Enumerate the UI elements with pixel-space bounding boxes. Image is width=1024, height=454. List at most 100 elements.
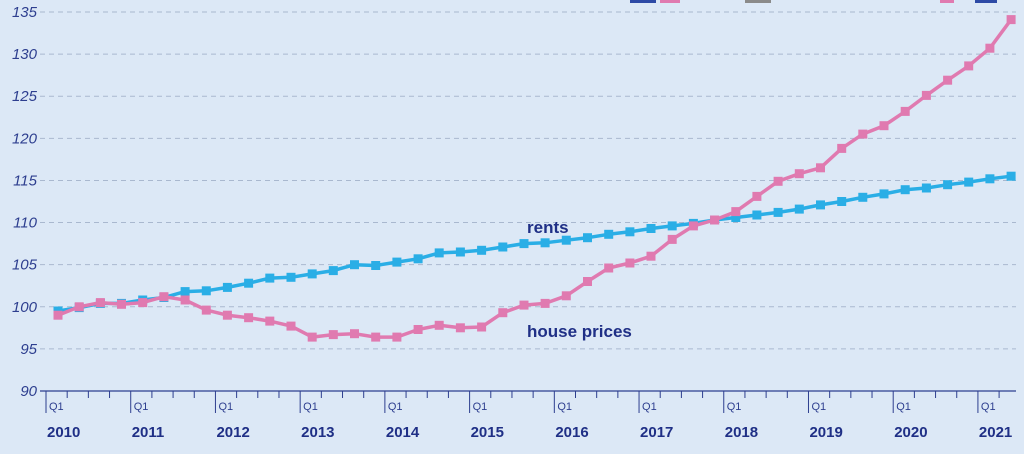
house-prices-marker	[455, 323, 465, 333]
rents-marker	[858, 192, 868, 202]
x-quarter-label: Q1	[727, 401, 742, 413]
x-quarter-label: Q1	[303, 401, 318, 413]
house-prices-marker	[244, 313, 254, 323]
rents-marker	[265, 273, 275, 283]
house-prices-marker	[837, 143, 847, 153]
legend-swatch	[660, 0, 680, 3]
rents-marker	[328, 266, 338, 276]
x-quarter-label: Q1	[49, 401, 64, 413]
house-prices-marker	[286, 321, 296, 331]
rents-series-label: rents	[527, 218, 569, 237]
house-prices-marker	[95, 298, 105, 308]
house-prices-marker	[688, 221, 698, 231]
house-prices-line	[57, 18, 1013, 339]
rents-marker	[371, 261, 381, 270]
x-year-label: 2012	[216, 424, 249, 441]
rents-marker	[879, 189, 889, 199]
rents-marker	[583, 233, 592, 243]
rents-marker	[943, 180, 953, 190]
rents-marker	[434, 248, 444, 258]
x-year-label: 2021	[979, 424, 1012, 441]
rents-marker	[561, 235, 571, 245]
rents-marker	[180, 287, 190, 297]
rents-marker	[773, 207, 783, 217]
house-prices-marker	[625, 258, 635, 268]
rents-marker	[222, 282, 232, 292]
house-prices-marker	[519, 300, 529, 310]
rents-marker	[498, 242, 508, 252]
series-house-prices	[53, 15, 1016, 342]
rents-marker	[392, 257, 402, 267]
house-prices-marker	[604, 263, 614, 273]
house-prices-marker	[265, 316, 275, 326]
house-prices-marker	[583, 277, 592, 286]
x-year-label: 2010	[47, 424, 80, 441]
rents-marker	[837, 197, 847, 206]
x-quarter-label: Q1	[981, 401, 996, 413]
rents-marker	[413, 254, 423, 264]
house-prices-marker	[328, 330, 338, 340]
x-year-label: 2016	[555, 424, 588, 441]
rents-marker	[244, 278, 254, 288]
x-year-label: 2020	[894, 424, 927, 441]
rents-marker	[477, 245, 487, 255]
x-axis: Q1 2010 Q1 2011 Q1 2012 Q1 2013 Q1 2014 Q1 2015 Q1 20…	[40, 390, 1016, 441]
rents-marker	[731, 213, 741, 222]
rents-marker	[667, 221, 677, 231]
y-tick-label: 135	[12, 4, 38, 21]
house-prices-marker	[434, 320, 444, 330]
rents-marker	[794, 204, 804, 214]
rents-marker	[752, 210, 762, 220]
house-prices-marker	[752, 191, 762, 201]
house-prices-marker	[307, 332, 317, 342]
x-quarter-label: Q1	[218, 401, 233, 413]
house-prices-marker	[858, 129, 868, 139]
y-tick-label: 130	[12, 46, 38, 63]
y-tick-label: 110	[13, 215, 38, 232]
x-year-label: 2013	[301, 424, 334, 441]
house-prices-marker	[964, 61, 974, 71]
house-prices-marker	[879, 121, 889, 131]
house-prices-marker	[561, 291, 571, 301]
house-prices-marker	[794, 169, 804, 179]
rents-marker	[964, 177, 974, 187]
legend-swatch	[940, 0, 954, 3]
house-prices-marker	[74, 302, 84, 312]
legend-swatch	[745, 0, 771, 3]
x-year-label: 2019	[809, 424, 842, 441]
house-prices-marker	[498, 308, 508, 318]
house-prices-marker	[921, 90, 931, 100]
y-tick-label: 90	[20, 383, 37, 400]
house-prices-marker	[773, 176, 783, 186]
series-rents	[53, 171, 1016, 316]
x-quarter-label: Q1	[896, 401, 911, 413]
x-year-label: 2014	[386, 424, 420, 441]
y-tick-label: 100	[12, 299, 38, 316]
y-axis: 90 95 100 105 110 115 120 125 130 135	[12, 4, 38, 400]
house-prices-marker	[646, 251, 656, 261]
house-prices-marker	[392, 332, 402, 342]
house-prices-marker	[413, 325, 423, 334]
house-prices-marker	[117, 299, 126, 309]
rents-marker	[519, 239, 529, 249]
house-prices-marker	[477, 322, 487, 332]
rents-marker	[625, 227, 635, 237]
house-prices-marker	[667, 234, 677, 244]
rents-marker	[307, 269, 317, 279]
rents-marker	[985, 174, 995, 184]
house-prices-marker	[222, 310, 232, 320]
x-quarter-label: Q1	[134, 401, 149, 413]
x-year-label: 2017	[640, 424, 673, 441]
rents-marker	[900, 185, 910, 195]
rents-marker	[201, 286, 211, 296]
rents-marker	[540, 238, 550, 248]
y-tick-label: 115	[13, 172, 38, 189]
house-prices-series-label: house prices	[527, 322, 632, 341]
rents-marker	[604, 229, 614, 239]
house-prices-marker	[816, 163, 825, 173]
x-quarter-label: Q1	[557, 401, 572, 413]
legend-swatch	[630, 0, 656, 3]
rents-marker	[286, 272, 296, 282]
legend-swatch	[975, 0, 997, 3]
